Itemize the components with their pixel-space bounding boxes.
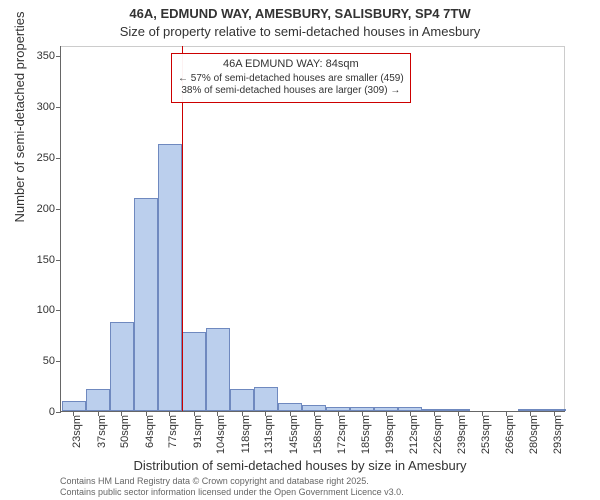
x-tick-label: 91sqm [192, 415, 204, 448]
x-tick-mark [121, 411, 122, 416]
x-tick-label: 172sqm [336, 415, 348, 454]
annotation-line-smaller: ← 57% of semi-detached houses are smalle… [178, 73, 404, 86]
x-axis-label: Distribution of semi-detached houses by … [0, 458, 600, 473]
x-tick-label: 77sqm [167, 415, 179, 448]
x-tick-label: 118sqm [240, 415, 252, 453]
x-tick-label: 64sqm [144, 415, 156, 448]
x-tick-label: 37sqm [96, 415, 108, 448]
histogram-bar [110, 322, 134, 411]
x-tick-label: 50sqm [119, 415, 131, 448]
histogram-bar [134, 198, 158, 412]
x-tick-mark [506, 411, 507, 416]
histogram-bar [230, 389, 254, 411]
histogram-bar [86, 389, 110, 411]
chart-title-address: 46A, EDMUND WAY, AMESBURY, SALISBURY, SP… [0, 6, 600, 21]
histogram-bar [62, 401, 86, 411]
histogram-bar [278, 403, 302, 411]
x-tick-label: 158sqm [312, 415, 324, 454]
x-tick-mark [386, 411, 387, 416]
x-tick-label: 131sqm [263, 415, 275, 454]
footer-line-1: Contains HM Land Registry data © Crown c… [60, 476, 404, 487]
x-tick-mark [98, 411, 99, 416]
x-tick-label: 145sqm [288, 415, 300, 454]
y-tick-mark [56, 158, 61, 159]
x-tick-label: 253sqm [480, 415, 492, 454]
attribution-footer: Contains HM Land Registry data © Crown c… [60, 476, 404, 498]
figure: { "titles": { "line1": "46A, EDMUND WAY,… [0, 0, 600, 500]
y-axis-label: Number of semi-detached properties [12, 12, 27, 223]
x-tick-label: 280sqm [528, 415, 540, 454]
annotation-header: 46A EDMUND WAY: 84sqm [178, 58, 404, 72]
x-tick-label: 212sqm [408, 415, 420, 454]
x-tick-mark [314, 411, 315, 416]
x-tick-mark [73, 411, 74, 416]
x-tick-label: 293sqm [552, 415, 564, 454]
histogram-bar [158, 144, 182, 411]
x-tick-label: 239sqm [456, 415, 468, 454]
x-tick-mark [242, 411, 243, 416]
x-tick-label: 104sqm [215, 415, 227, 454]
x-tick-mark [290, 411, 291, 416]
y-tick-mark [56, 412, 61, 413]
y-tick-mark [56, 56, 61, 57]
x-tick-label: 199sqm [384, 415, 396, 454]
x-tick-mark [146, 411, 147, 416]
x-tick-label: 23sqm [71, 415, 83, 448]
plot-area: 46A EDMUND WAY: 84sqm ← 57% of semi-deta… [60, 46, 565, 412]
histogram-bar [182, 332, 206, 411]
annotation-line-larger: 38% of semi-detached houses are larger (… [178, 85, 404, 98]
chart-subtitle: Size of property relative to semi-detach… [0, 24, 600, 39]
x-tick-mark [434, 411, 435, 416]
x-tick-mark [194, 411, 195, 416]
x-tick-label: 185sqm [360, 415, 372, 454]
y-tick-mark [56, 107, 61, 108]
y-tick-mark [56, 310, 61, 311]
histogram-bar [254, 387, 278, 411]
x-tick-mark [554, 411, 555, 416]
y-tick-mark [56, 361, 61, 362]
x-tick-mark [338, 411, 339, 416]
x-tick-mark [410, 411, 411, 416]
x-tick-label: 226sqm [432, 415, 444, 454]
x-tick-mark [265, 411, 266, 416]
x-tick-mark [217, 411, 218, 416]
footer-line-2: Contains public sector information licen… [60, 487, 404, 498]
x-tick-mark [362, 411, 363, 416]
x-tick-mark [169, 411, 170, 416]
annotation-box: 46A EDMUND WAY: 84sqm ← 57% of semi-deta… [171, 53, 411, 103]
histogram-bar [206, 328, 230, 411]
y-tick-mark [56, 260, 61, 261]
x-tick-label: 266sqm [504, 415, 516, 454]
x-tick-mark [530, 411, 531, 416]
y-tick-mark [56, 209, 61, 210]
x-tick-mark [458, 411, 459, 416]
x-tick-mark [482, 411, 483, 416]
